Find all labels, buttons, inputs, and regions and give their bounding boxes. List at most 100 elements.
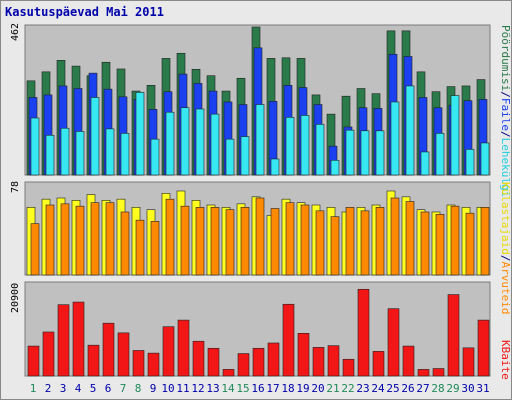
middle-bar-2-day-undefined xyxy=(225,209,235,276)
bottom-ymax-label: 20900 xyxy=(10,283,21,313)
day-label-31: 31 xyxy=(476,382,489,395)
top-bar-3-day-26 xyxy=(405,85,415,176)
bottom-bar-1-day-undefined xyxy=(297,333,310,377)
middle-bar-2-day-undefined xyxy=(60,203,70,276)
middle-bar-2-day-undefined xyxy=(450,205,460,276)
top-bar-3-day-13 xyxy=(210,113,220,176)
middle-bar-2-day-undefined xyxy=(270,208,280,276)
day-label-29: 29 xyxy=(446,382,459,395)
bottom-bar-1-day-undefined xyxy=(252,347,265,377)
day-label-2: 2 xyxy=(45,382,52,395)
middle-bar-2-day-undefined xyxy=(180,205,190,276)
top-bar-3-day-5 xyxy=(90,97,100,176)
top-bar-3-day-21 xyxy=(330,159,340,176)
middle-bar-2-day-undefined xyxy=(315,210,325,276)
bottom-bar-1-day-undefined xyxy=(402,345,415,377)
top-bar-3-day-9 xyxy=(150,138,160,176)
day-label-9: 9 xyxy=(150,382,157,395)
middle-bar-2-day-undefined xyxy=(300,204,310,276)
bottom-bar-1-day-undefined xyxy=(267,342,280,377)
middle-bar-2-day-undefined xyxy=(240,207,250,276)
bottom-bar-1-day-undefined xyxy=(387,308,400,377)
top-bar-3-day-23 xyxy=(360,130,370,176)
middle-ymax-label: 78 xyxy=(10,181,21,193)
panel-bottom xyxy=(24,281,491,377)
bottom-legend: KBaite xyxy=(499,340,512,380)
bottom-bar-1-day-undefined xyxy=(357,288,370,377)
top-ymax-label: 462 xyxy=(10,23,21,41)
top-bar-3-day-7 xyxy=(120,133,130,176)
middle-bar-2-day-undefined xyxy=(345,207,355,276)
top-bar-3-day-20 xyxy=(315,124,325,176)
day-label-22: 22 xyxy=(341,382,354,395)
middle-bar-2-day-undefined xyxy=(375,207,385,276)
bottom-bar-1-day-undefined xyxy=(192,340,205,377)
top-bar-3-day-12 xyxy=(195,108,205,176)
bottom-bar-1-day-undefined xyxy=(117,332,130,377)
top-bar-3-day-6 xyxy=(105,128,115,176)
bottom-bar-1-day-undefined xyxy=(222,369,235,377)
middle-bar-2-day-undefined xyxy=(405,201,415,276)
top-bar-3-day-10 xyxy=(165,111,175,176)
top-bar-3-day-2 xyxy=(45,134,55,176)
middle-bar-2-day-undefined xyxy=(330,216,340,276)
middle-legend: Külastajaid/Arvuteid xyxy=(499,182,512,314)
middle-bar-2-day-undefined xyxy=(285,202,295,276)
bottom-bar-1-day-undefined xyxy=(72,301,85,377)
top-bar-3-day-25 xyxy=(390,101,400,176)
middle-bar-2-day-undefined xyxy=(165,198,175,276)
bottom-bar-1-day-undefined xyxy=(477,319,490,377)
top-bar-3-day-11 xyxy=(180,107,190,176)
middle-bar-2-day-undefined xyxy=(435,214,445,276)
day-label-16: 16 xyxy=(251,382,264,395)
day-label-6: 6 xyxy=(105,382,112,395)
middle-bar-2-day-undefined xyxy=(255,197,265,276)
legend-pages: Lehekülgi xyxy=(499,138,512,198)
top-bar-3-day-30 xyxy=(465,149,475,176)
legend-visits: Pöördumisi xyxy=(499,25,512,91)
bottom-bar-1-day-undefined xyxy=(102,322,115,377)
day-label-4: 4 xyxy=(75,382,82,395)
middle-bar-2-day-undefined xyxy=(360,210,370,276)
day-label-14: 14 xyxy=(221,382,235,395)
bottom-bar-1-day-undefined xyxy=(87,344,100,377)
day-label-15: 15 xyxy=(236,382,249,395)
legend-separator-1: / xyxy=(499,91,512,98)
bottom-bar-1-day-undefined xyxy=(447,294,460,377)
bottom-bar-1-day-undefined xyxy=(27,345,40,377)
top-bar-3-day-1 xyxy=(30,117,40,176)
top-bar-3-day-24 xyxy=(375,130,385,176)
bottom-bar-1-day-undefined xyxy=(147,352,160,377)
legend-files: Faile xyxy=(499,98,512,131)
middle-bar-2-day-undefined xyxy=(210,207,220,276)
day-label-20: 20 xyxy=(311,382,324,395)
top-bar-3-day-15 xyxy=(240,136,250,176)
top-bar-3-day-17 xyxy=(270,158,280,176)
top-bar-3-day-29 xyxy=(450,95,460,176)
day-label-21: 21 xyxy=(326,382,339,395)
middle-bar-2-day-undefined xyxy=(420,211,430,276)
day-label-5: 5 xyxy=(90,382,97,395)
middle-bar-2-day-undefined xyxy=(45,204,55,276)
day-label-18: 18 xyxy=(281,382,294,395)
bottom-bar-1-day-undefined xyxy=(42,331,55,377)
bottom-bar-1-day-undefined xyxy=(57,304,70,377)
day-label-23: 23 xyxy=(356,382,369,395)
day-label-1: 1 xyxy=(30,382,37,395)
day-label-24: 24 xyxy=(371,382,385,395)
panel-middle xyxy=(24,181,491,276)
day-label-10: 10 xyxy=(161,382,174,395)
top-bar-3-day-28 xyxy=(435,133,445,176)
day-label-30: 30 xyxy=(461,382,474,395)
legend-separator-3: / xyxy=(499,255,512,262)
middle-bar-2-day-undefined xyxy=(120,211,130,276)
day-label-25: 25 xyxy=(386,382,399,395)
middle-bar-2-day-undefined xyxy=(75,205,85,276)
bottom-bar-1-day-undefined xyxy=(207,347,220,377)
bottom-bar-1-day-undefined xyxy=(177,319,190,377)
top-bar-3-day-27 xyxy=(420,151,430,176)
day-label-27: 27 xyxy=(416,382,429,395)
middle-bar-2-day-undefined xyxy=(135,219,145,276)
bottom-bar-1-day-undefined xyxy=(282,303,295,377)
